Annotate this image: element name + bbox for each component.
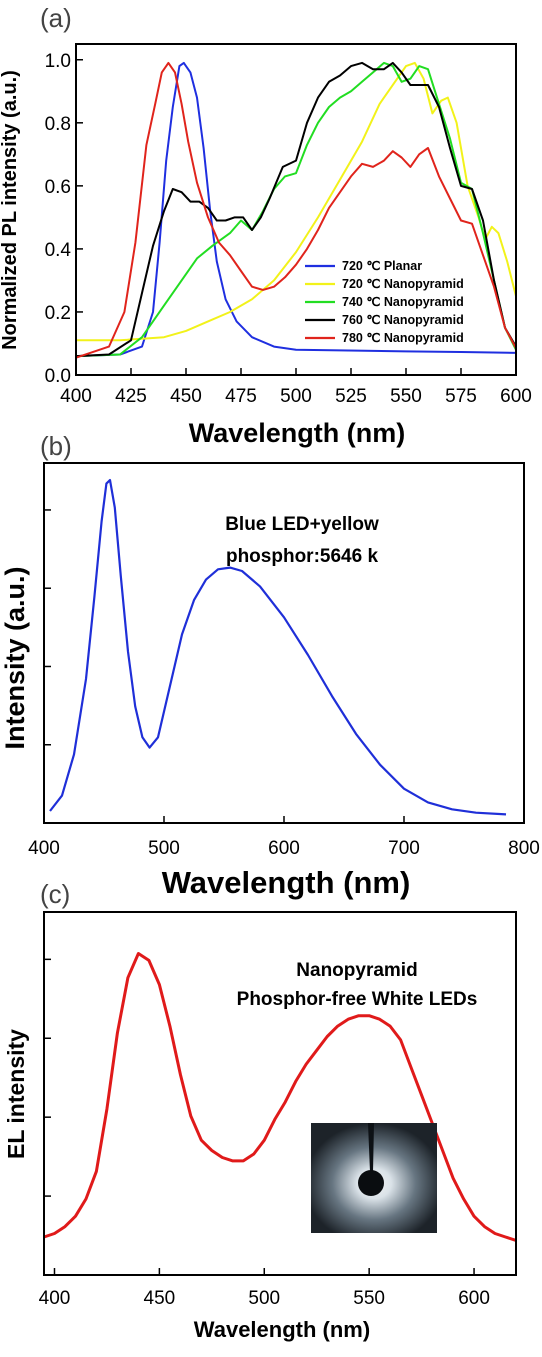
- panel-c-xlabel: Wavelength (nm): [194, 1317, 370, 1342]
- series-line-3: [75, 61, 517, 358]
- legend-entry-label: 720 ℃ Nanopyramid: [342, 277, 464, 291]
- panel-a-xlabel: Wavelength (nm): [189, 418, 406, 448]
- panel-a-ylabel: Normalized PL intensity (a.u.): [0, 70, 21, 350]
- x-tick-label: 600: [268, 838, 300, 859]
- x-tick-label: 600: [500, 386, 532, 407]
- panel-c-annotation-line-1: Nanopyramid: [296, 960, 417, 981]
- series-line-5: [75, 61, 517, 359]
- y-tick-label: 0.2: [45, 303, 71, 324]
- x-tick-label: 425: [115, 386, 147, 407]
- inset-probe: [368, 1123, 374, 1172]
- panel-b-annotation-line-1: Blue LED+yellow: [225, 514, 379, 535]
- x-tick-label: 450: [144, 1288, 176, 1309]
- series-line-1: [43, 952, 517, 1242]
- panel-b-ylabel: Intensity (a.u.): [0, 566, 30, 749]
- panel-a-series-layer: [75, 61, 517, 359]
- x-tick-label: 550: [390, 386, 422, 407]
- x-tick-label: 800: [508, 838, 540, 859]
- panel-c-ylabel: EL intensity: [3, 1029, 29, 1159]
- panel-b: (b) 400 500 600 700 800 Intensity (a.u.) Wav…: [0, 431, 540, 900]
- panel-a: (a) 400 425 450 475 500 525 550 575 600 0.0 0.2 0.4…: [0, 3, 532, 448]
- y-tick-label: 0.0: [45, 366, 71, 387]
- x-tick-label: 400: [39, 1288, 71, 1309]
- panel-a-legend: 720 ℃ Planar 720 ℃ Nanopyramid 740 ℃ Nanop…: [305, 259, 464, 345]
- series-line-4: [75, 61, 517, 358]
- inset-led-photo: [311, 1123, 437, 1233]
- panel-a-ticks: 400 425 450 475 500 525 550 575 600 0.0 0.2 0.4 0.6 0…: [45, 51, 532, 407]
- legend-entry-label: 720 ℃ Planar: [342, 259, 422, 273]
- panel-label-b: (b): [40, 431, 72, 461]
- y-tick-label: 1.0: [45, 51, 71, 72]
- panel-b-xlabel: Wavelength (nm): [162, 865, 411, 900]
- panel-b-annotation-line-2: phosphor:5646 k: [226, 546, 378, 567]
- legend-entry-label: 760 ℃ Nanopyramid: [342, 313, 464, 327]
- x-tick-label: 525: [335, 386, 367, 407]
- panel-b-ticks: 400 500 600 700 800: [28, 509, 540, 859]
- x-tick-label: 400: [60, 386, 92, 407]
- x-tick-label: 600: [458, 1288, 490, 1309]
- panel-c-frame: [43, 911, 517, 1276]
- panel-label-a: (a): [40, 3, 72, 33]
- x-tick-label: 400: [28, 838, 60, 859]
- panel-c-ticks: 400 450 500 550 600: [39, 958, 490, 1309]
- y-tick-label: 0.4: [45, 240, 72, 261]
- panel-c-series-layer: [43, 952, 517, 1242]
- panel-b-series-layer: [49, 479, 507, 816]
- x-tick-label: 575: [445, 386, 477, 407]
- y-tick-label: 0.8: [45, 114, 71, 135]
- panel-label-c: (c): [40, 879, 70, 909]
- series-line-1: [49, 479, 507, 816]
- y-tick-label: 0.6: [45, 177, 71, 198]
- x-tick-label: 500: [280, 386, 312, 407]
- x-tick-label: 500: [148, 838, 180, 859]
- panel-c: (c) 400 450 500 550 600 EL intensity Wavelen…: [3, 879, 517, 1342]
- legend-entry-label: 780 ℃ Nanopyramid: [342, 331, 464, 345]
- panel-c-annotation-line-2: Phosphor-free White LEDs: [237, 989, 478, 1010]
- x-tick-label: 550: [353, 1288, 385, 1309]
- x-tick-label: 475: [225, 386, 257, 407]
- x-tick-label: 500: [248, 1288, 280, 1309]
- series-line-1: [75, 61, 517, 358]
- x-tick-label: 450: [170, 386, 202, 407]
- x-tick-label: 700: [388, 838, 420, 859]
- inset-led-die: [358, 1170, 384, 1196]
- legend-entry-label: 740 ℃ Nanopyramid: [342, 295, 464, 309]
